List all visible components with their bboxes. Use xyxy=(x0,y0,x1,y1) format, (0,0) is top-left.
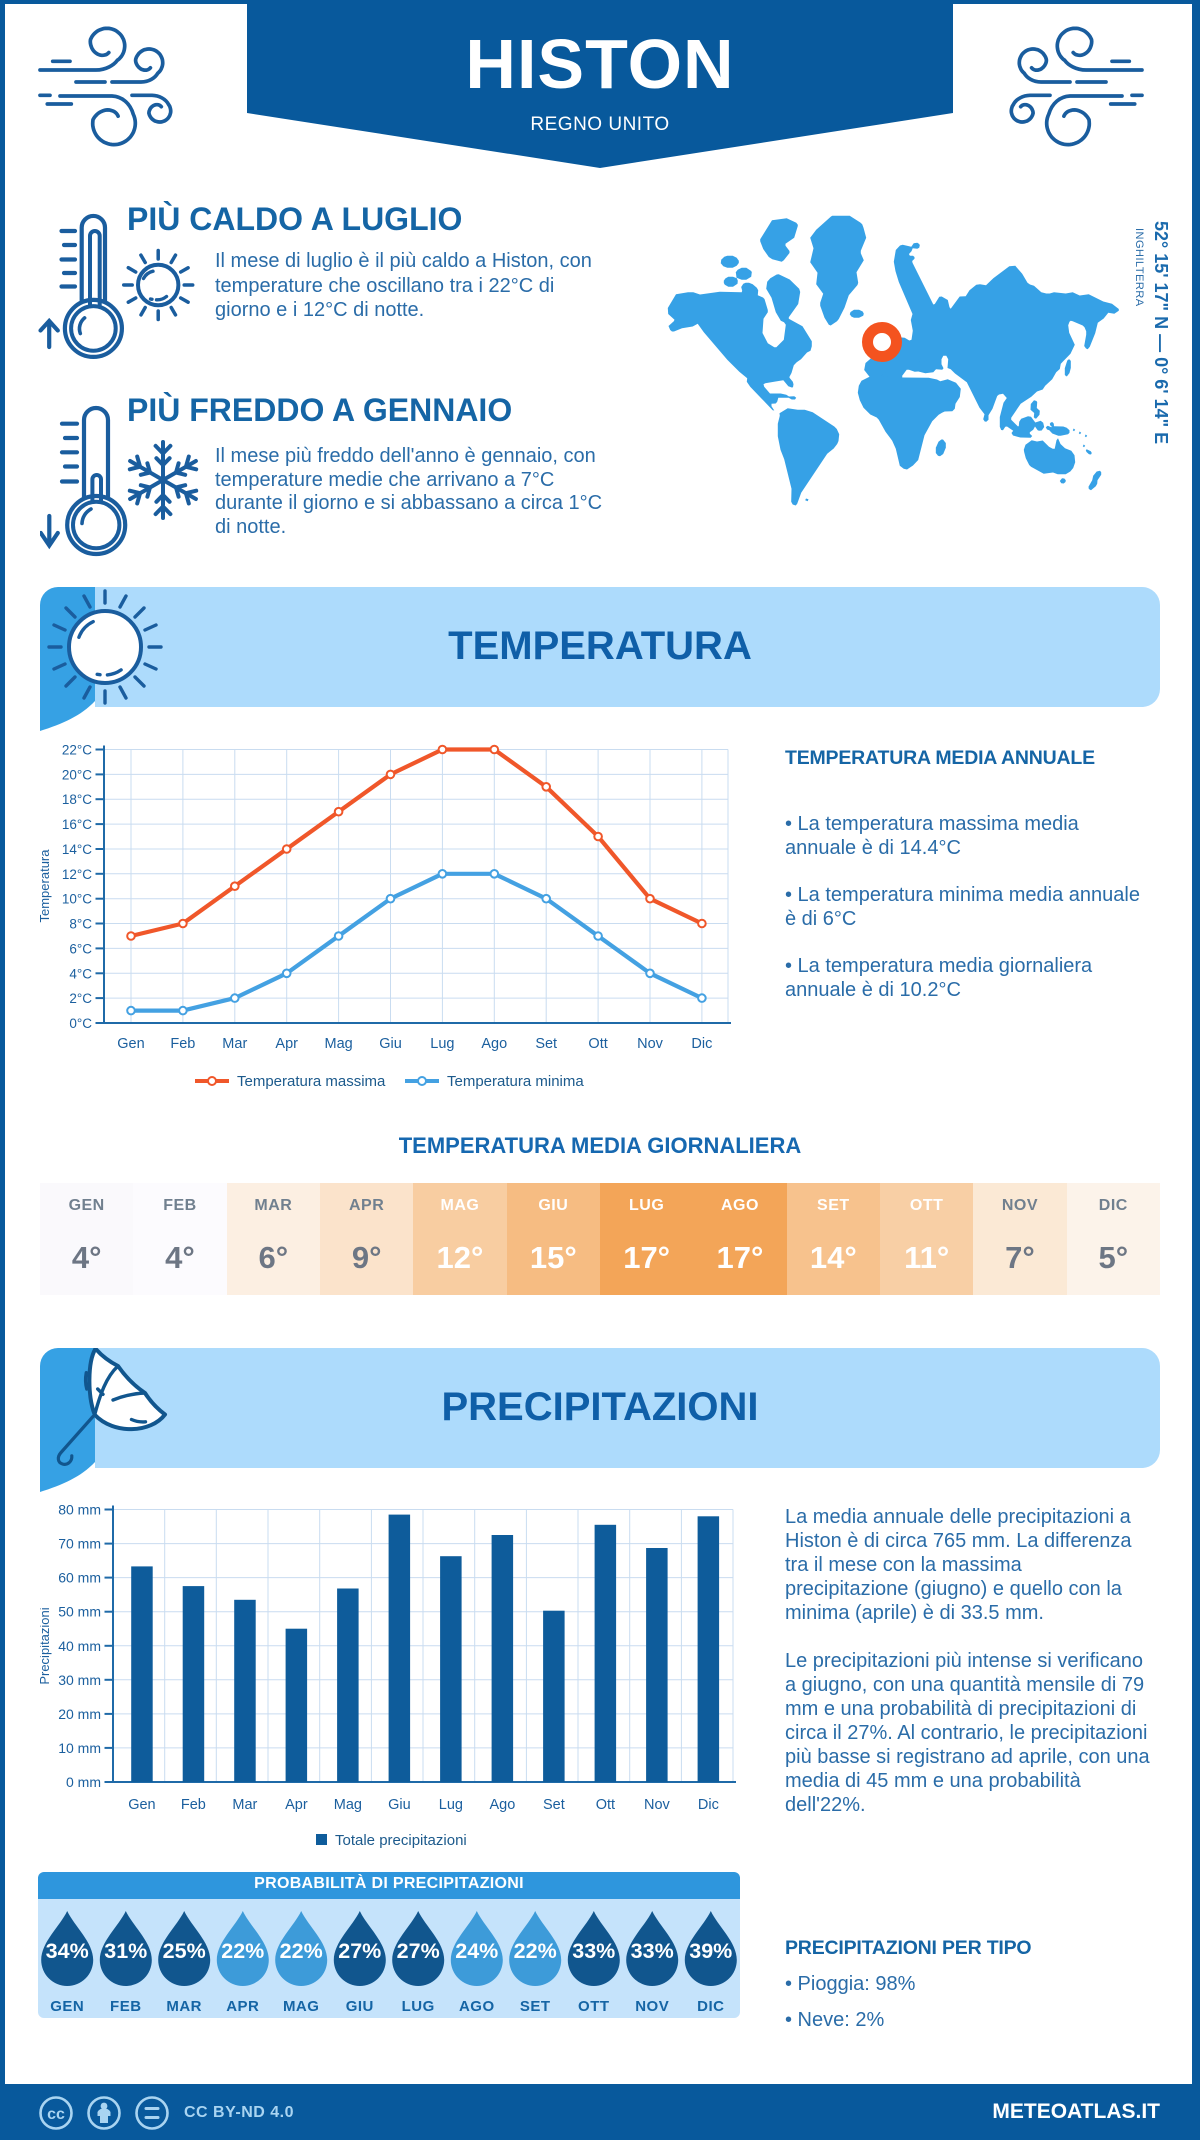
svg-text:Lug: Lug xyxy=(430,1036,454,1052)
svg-text:MAR: MAR xyxy=(166,1998,202,2015)
svg-text:Nov: Nov xyxy=(637,1036,664,1052)
svg-text:80 mm: 80 mm xyxy=(58,1502,101,1518)
svg-text:Dic: Dic xyxy=(691,1036,712,1052)
svg-text:Giu: Giu xyxy=(379,1036,402,1052)
svg-text:Lug: Lug xyxy=(439,1797,463,1813)
svg-text:APR: APR xyxy=(226,1998,259,2015)
svg-text:Feb: Feb xyxy=(170,1036,195,1052)
svg-text:2°C: 2°C xyxy=(69,991,92,1006)
svg-text:GIU: GIU xyxy=(346,1998,374,2015)
svg-text:Mag: Mag xyxy=(324,1036,352,1052)
svg-text:33%: 33% xyxy=(631,1939,674,1963)
svg-text:Mag: Mag xyxy=(334,1797,362,1813)
svg-text:27%: 27% xyxy=(338,1939,381,1963)
svg-text:60 mm: 60 mm xyxy=(58,1570,101,1586)
svg-text:22%: 22% xyxy=(514,1939,557,1963)
svg-text:22°C: 22°C xyxy=(62,743,92,758)
svg-text:8°C: 8°C xyxy=(69,917,92,932)
svg-text:0 mm: 0 mm xyxy=(66,1774,101,1790)
svg-text:20 mm: 20 mm xyxy=(58,1706,101,1722)
svg-text:DIC: DIC xyxy=(697,1998,724,2015)
svg-text:AGO: AGO xyxy=(459,1998,495,2015)
svg-text:Ago: Ago xyxy=(489,1797,515,1813)
svg-text:Temperatura: Temperatura xyxy=(40,849,52,923)
svg-text:39%: 39% xyxy=(689,1939,732,1963)
svg-text:Set: Set xyxy=(535,1036,557,1052)
svg-text:Dic: Dic xyxy=(698,1797,719,1813)
svg-text:Apr: Apr xyxy=(285,1797,308,1813)
svg-text:Totale precipitazioni: Totale precipitazioni xyxy=(335,1832,467,1849)
svg-text:22%: 22% xyxy=(221,1939,264,1963)
svg-text:6°C: 6°C xyxy=(69,941,92,956)
svg-text:Precipitazioni: Precipitazioni xyxy=(40,1607,52,1684)
svg-text:OTT: OTT xyxy=(578,1998,610,2015)
svg-text:10°C: 10°C xyxy=(62,892,92,907)
svg-text:50 mm: 50 mm xyxy=(58,1604,101,1620)
svg-text:Gen: Gen xyxy=(128,1797,155,1813)
svg-text:Set: Set xyxy=(543,1797,565,1813)
svg-text:Temperatura minima: Temperatura minima xyxy=(447,1073,584,1090)
svg-text:20°C: 20°C xyxy=(62,767,92,782)
svg-text:Gen: Gen xyxy=(117,1036,144,1052)
svg-text:30 mm: 30 mm xyxy=(58,1672,101,1688)
svg-text:0°C: 0°C xyxy=(69,1016,92,1031)
svg-text:Nov: Nov xyxy=(644,1797,671,1813)
svg-text:Mar: Mar xyxy=(232,1797,257,1813)
svg-text:Mar: Mar xyxy=(222,1036,247,1052)
svg-text:Temperatura massima: Temperatura massima xyxy=(237,1073,386,1090)
svg-text:Giu: Giu xyxy=(388,1797,411,1813)
svg-text:33%: 33% xyxy=(572,1939,615,1963)
svg-text:Feb: Feb xyxy=(181,1797,206,1813)
svg-text:LUG: LUG xyxy=(402,1998,435,2015)
svg-text:12°C: 12°C xyxy=(62,867,92,882)
svg-text:Ago: Ago xyxy=(481,1036,507,1052)
svg-text:FEB: FEB xyxy=(110,1998,142,2015)
svg-text:cc: cc xyxy=(47,2106,65,2123)
svg-text:27%: 27% xyxy=(397,1939,440,1963)
svg-text:Ott: Ott xyxy=(588,1036,607,1052)
svg-text:25%: 25% xyxy=(163,1939,206,1963)
svg-text:14°C: 14°C xyxy=(62,842,92,857)
svg-text:24%: 24% xyxy=(455,1939,498,1963)
svg-text:NOV: NOV xyxy=(635,1998,669,2015)
svg-text:Apr: Apr xyxy=(275,1036,298,1052)
svg-text:Ott: Ott xyxy=(596,1797,615,1813)
svg-text:4°C: 4°C xyxy=(69,966,92,981)
svg-text:31%: 31% xyxy=(104,1939,147,1963)
svg-text:10 mm: 10 mm xyxy=(58,1740,101,1756)
svg-text:22%: 22% xyxy=(280,1939,323,1963)
svg-text:34%: 34% xyxy=(46,1939,89,1963)
svg-text:40 mm: 40 mm xyxy=(58,1638,101,1654)
svg-text:18°C: 18°C xyxy=(62,792,92,807)
svg-text:70 mm: 70 mm xyxy=(58,1536,101,1552)
svg-text:16°C: 16°C xyxy=(62,817,92,832)
svg-text:SET: SET xyxy=(520,1998,551,2015)
svg-text:GEN: GEN xyxy=(50,1998,84,2015)
svg-text:MAG: MAG xyxy=(283,1998,320,2015)
